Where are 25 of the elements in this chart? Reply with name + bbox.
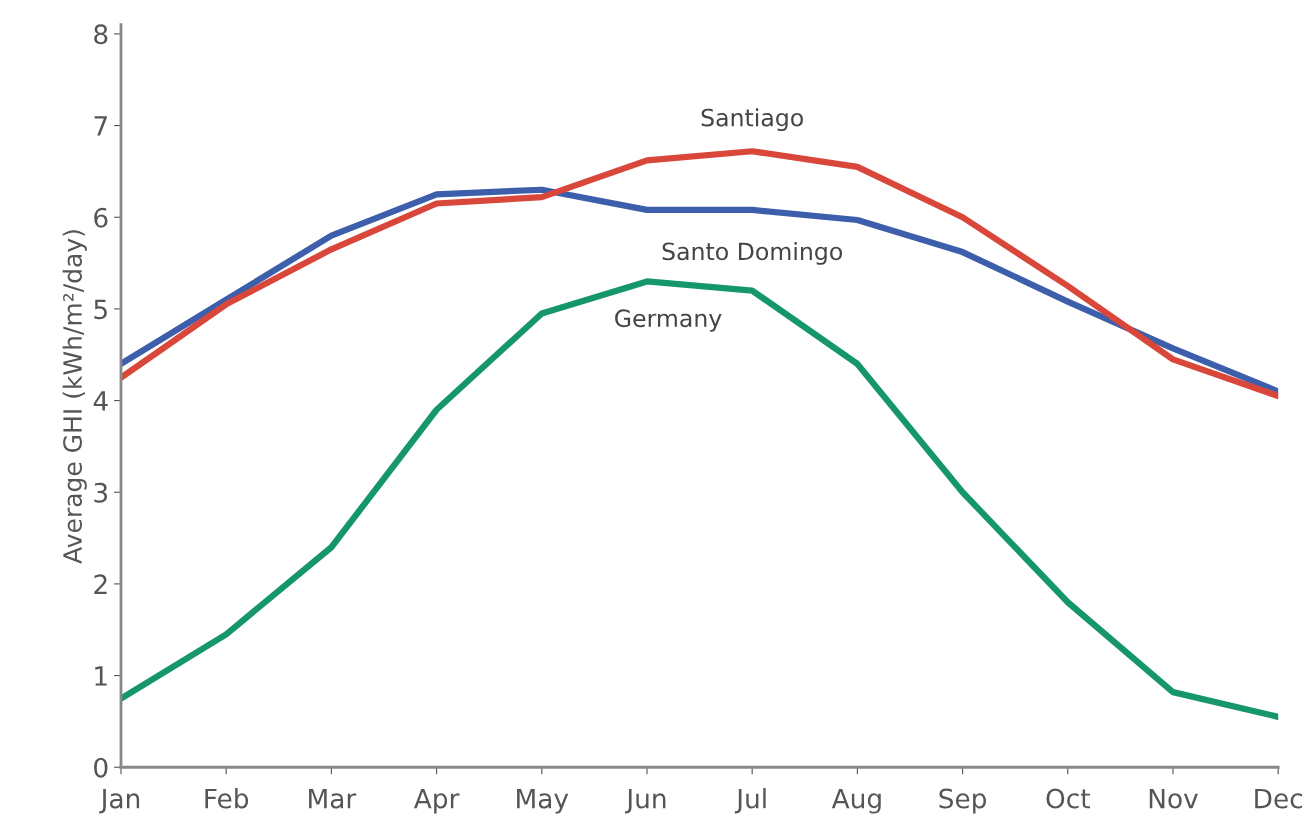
x-tick-label: Sep xyxy=(939,788,986,814)
x-tick-label: Jan xyxy=(99,788,140,814)
series-label: Santiago xyxy=(701,108,803,132)
x-tick-label: Jun xyxy=(625,788,666,814)
y-tick-label: 7 xyxy=(94,116,107,136)
x-tick-label: Jul xyxy=(734,788,766,814)
y-tick-label: 3 xyxy=(94,482,108,503)
x-tick-label: Apr xyxy=(413,788,460,814)
series-label: Santo Domingo xyxy=(662,242,842,265)
series-label: Germany xyxy=(615,309,722,332)
x-tick-label: Aug xyxy=(831,788,881,814)
y-tick-label: 0 xyxy=(94,757,108,778)
y-tick-label: 1 xyxy=(95,666,107,686)
x-tick-label: Feb xyxy=(205,788,249,809)
y-axis-title: Average GHI (kWh/m²/day) xyxy=(62,230,87,564)
y-tick-label: 5 xyxy=(94,299,107,320)
y-tick-label: 6 xyxy=(94,207,108,228)
x-tick-label: May xyxy=(517,788,569,814)
y-tick-label: 2 xyxy=(94,574,107,594)
x-tick-label: Mar xyxy=(309,788,357,809)
x-tick-label: Dec xyxy=(1255,788,1303,809)
x-tick-label: Nov xyxy=(1149,788,1198,809)
y-tick-label: 8 xyxy=(94,24,108,45)
y-tick-label: 4 xyxy=(93,391,108,411)
x-tick-label: Oct xyxy=(1046,788,1090,809)
